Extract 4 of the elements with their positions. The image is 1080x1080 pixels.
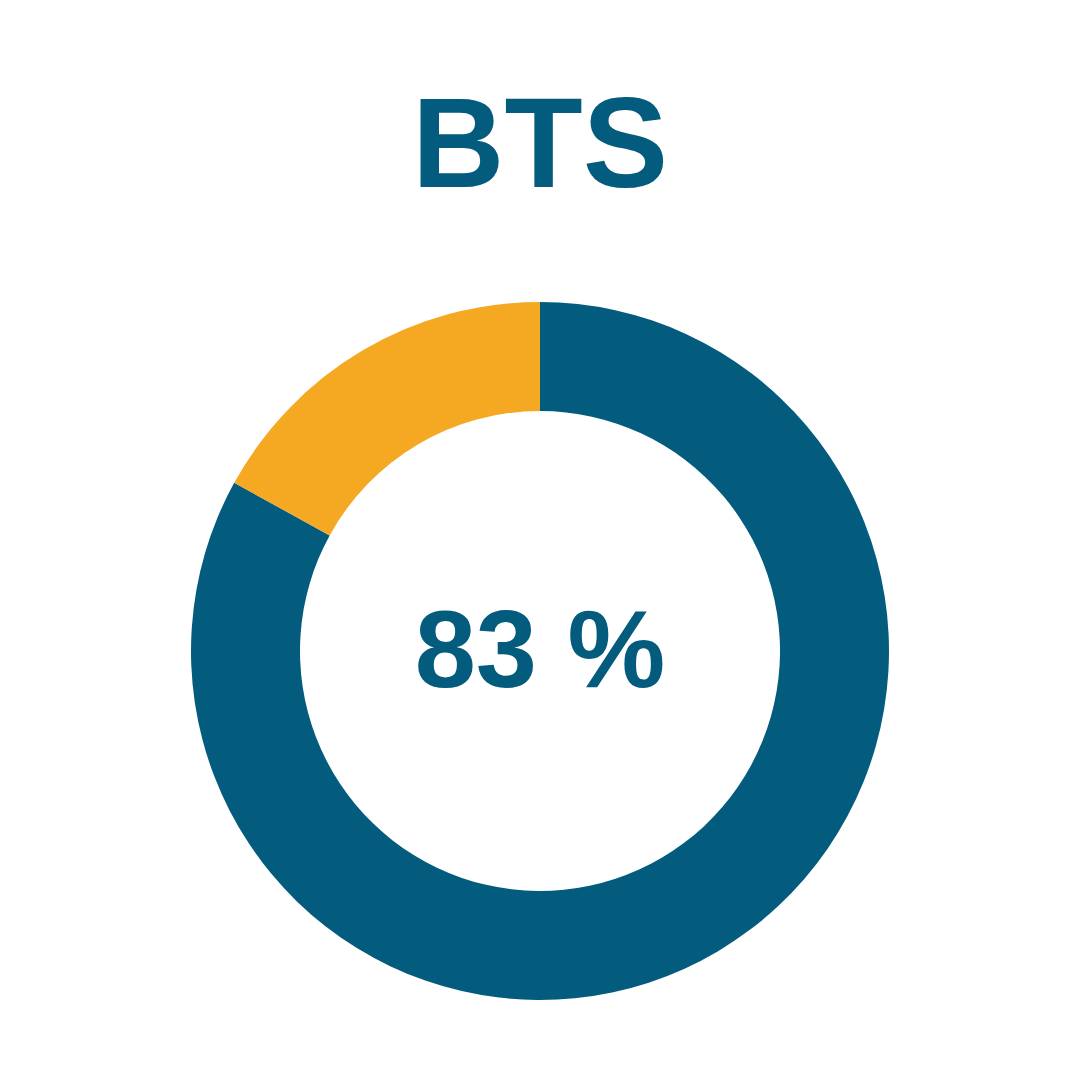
donut-slice (234, 302, 540, 536)
donut-slice (191, 302, 889, 1000)
data-label: 83 % (414, 587, 666, 710)
chart-title: BTS (412, 71, 668, 214)
